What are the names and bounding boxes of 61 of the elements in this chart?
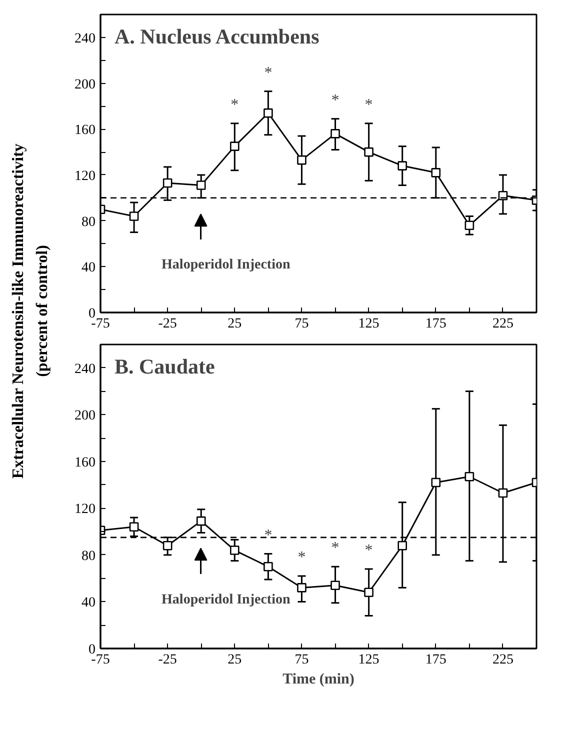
annotation: * bbox=[298, 549, 306, 566]
y-tick-label: 160 bbox=[74, 455, 96, 470]
annotation: * bbox=[264, 64, 272, 82]
text: B. Caudate bbox=[114, 354, 215, 378]
annotation: * bbox=[264, 526, 272, 544]
x-tick-label: 175 bbox=[425, 652, 446, 668]
point bbox=[464, 220, 474, 230]
x-tick-label: 75 bbox=[294, 316, 309, 332]
x-tick-label: 125 bbox=[358, 316, 380, 332]
annotation: Haloperidol Injection bbox=[162, 257, 290, 272]
point bbox=[464, 472, 474, 482]
point bbox=[398, 540, 407, 550]
annotation: * bbox=[331, 92, 340, 109]
point bbox=[129, 522, 139, 532]
y-tick-label: 40 bbox=[82, 596, 96, 611]
point bbox=[297, 155, 306, 165]
point bbox=[230, 546, 240, 555]
x-tick-label: 125 bbox=[358, 652, 380, 668]
point bbox=[162, 540, 172, 550]
point bbox=[431, 478, 441, 488]
y-tick-label: 120 bbox=[74, 168, 96, 184]
y-tick-label: 40 bbox=[82, 260, 96, 276]
x-tick-label: 225 bbox=[492, 316, 514, 332]
point bbox=[196, 180, 206, 190]
point bbox=[264, 108, 273, 118]
point bbox=[431, 168, 441, 178]
point bbox=[162, 178, 172, 188]
y-axis-title: Extracellular Neurotensin-like Immunoreactivity (percent of control) bbox=[10, 144, 51, 479]
annotation: * bbox=[364, 542, 373, 559]
x-tick-label: 75 bbox=[294, 652, 309, 668]
y-tick-label: 80 bbox=[82, 548, 96, 564]
y-tick-label: 120 bbox=[74, 502, 96, 518]
text: A. Nucleus Accumbens bbox=[114, 24, 320, 48]
point bbox=[364, 588, 374, 598]
y-tick-label: 200 bbox=[74, 77, 96, 92]
annotation: * bbox=[230, 96, 239, 114]
point bbox=[129, 212, 139, 221]
point bbox=[230, 142, 240, 151]
annotation: * bbox=[331, 540, 340, 557]
annotation: * bbox=[364, 96, 373, 114]
annotation: Haloperidol Injection bbox=[162, 592, 290, 608]
y-tick-label: 160 bbox=[74, 123, 96, 138]
x-axis-title: Time (min) bbox=[282, 672, 354, 688]
point bbox=[297, 583, 306, 592]
y-tick-label: 240 bbox=[74, 31, 96, 46]
y-tick-label: 200 bbox=[74, 408, 96, 424]
x-tick-label: 25 bbox=[228, 316, 242, 332]
point bbox=[498, 488, 508, 498]
y-tick-label: 80 bbox=[82, 214, 96, 230]
x-tick-label: -25 bbox=[158, 316, 177, 332]
x-tick-label: 175 bbox=[425, 316, 446, 332]
point bbox=[398, 161, 407, 170]
x-tick-label: 225 bbox=[492, 652, 514, 668]
y-tick-label: 240 bbox=[74, 362, 96, 377]
point bbox=[330, 129, 340, 138]
point bbox=[364, 147, 374, 157]
point bbox=[196, 516, 206, 526]
point bbox=[330, 580, 340, 590]
point bbox=[264, 562, 273, 572]
x-tick-label: -25 bbox=[158, 652, 177, 668]
x-tick-label: 25 bbox=[228, 652, 242, 668]
